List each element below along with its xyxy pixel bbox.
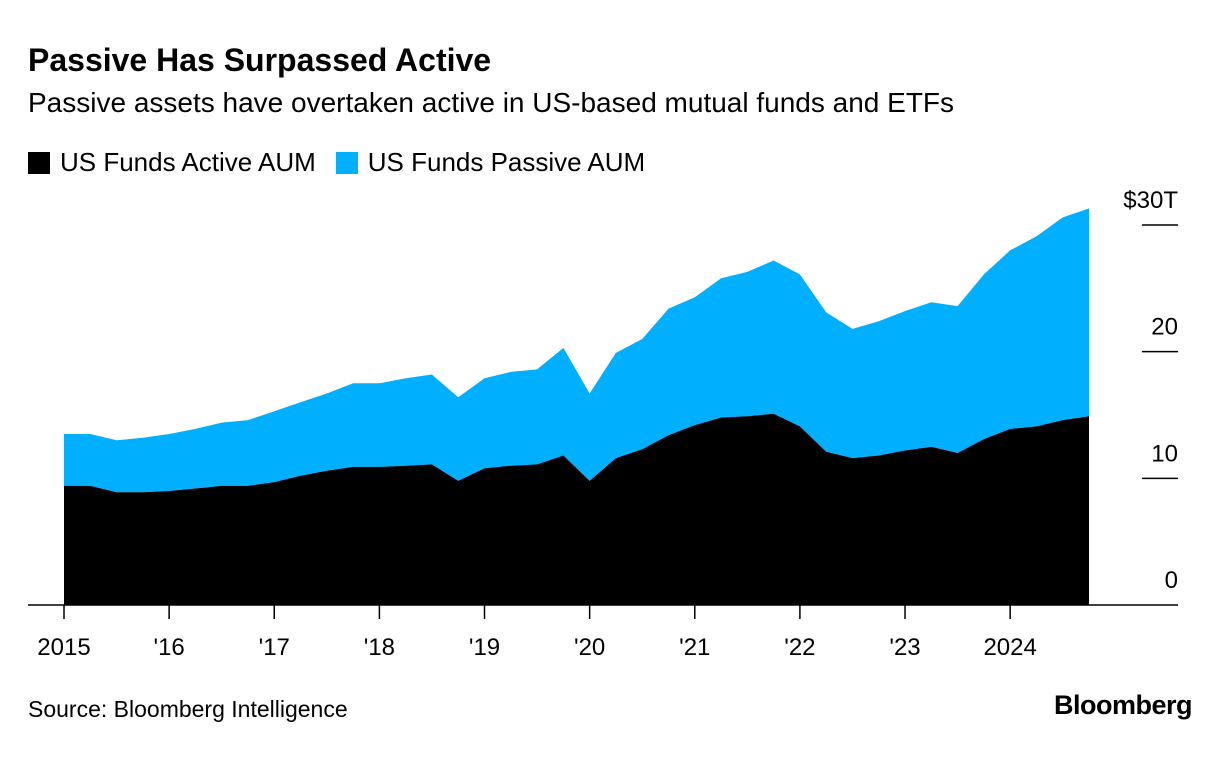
y-tick-label: $30T xyxy=(1123,187,1178,214)
chart-subtitle: Passive assets have overtaken active in … xyxy=(28,87,955,118)
x-tick-label: '20 xyxy=(574,634,605,661)
legend-item-passive: US Funds Passive AUM xyxy=(335,147,646,178)
area-chart: 2015 '16 '17 '18 '19 '20 '21 '22 '23 2024 $30T 20 10… xyxy=(28,187,1178,661)
x-tick-label: '16 xyxy=(153,634,184,661)
series-area-passive xyxy=(64,208,1089,493)
bloomberg-logo: Bloomberg xyxy=(1053,690,1193,720)
chart-title: Passive Has Surpassed Active xyxy=(28,42,492,78)
legend-item-active: US Funds Active AUM xyxy=(28,147,316,178)
x-tick-label: 2024 xyxy=(983,634,1036,661)
y-tick-label: 10 xyxy=(1151,440,1178,467)
x-tick-label: '18 xyxy=(364,634,395,661)
x-tick-label: '19 xyxy=(469,634,500,661)
series-area-active xyxy=(64,413,1089,605)
source-note: Source: Bloomberg Intelligence xyxy=(28,696,348,722)
x-tick-label: '21 xyxy=(679,634,710,661)
legend: US Funds Active AUM US Funds Passive AUM xyxy=(28,147,665,178)
legend-swatch-passive xyxy=(335,151,358,174)
legend-label-active: US Funds Active AUM xyxy=(60,147,316,177)
x-tick-label: '23 xyxy=(889,634,920,661)
y-tick-label: 0 xyxy=(1165,567,1178,594)
x-tick-label: 2015 xyxy=(37,634,90,661)
legend-swatch-active xyxy=(28,151,50,174)
y-tick-label: 20 xyxy=(1151,314,1178,341)
legend-label-passive: US Funds Passive AUM xyxy=(367,147,646,177)
x-tick-label: '22 xyxy=(784,634,815,661)
x-tick-label: '17 xyxy=(259,634,290,661)
